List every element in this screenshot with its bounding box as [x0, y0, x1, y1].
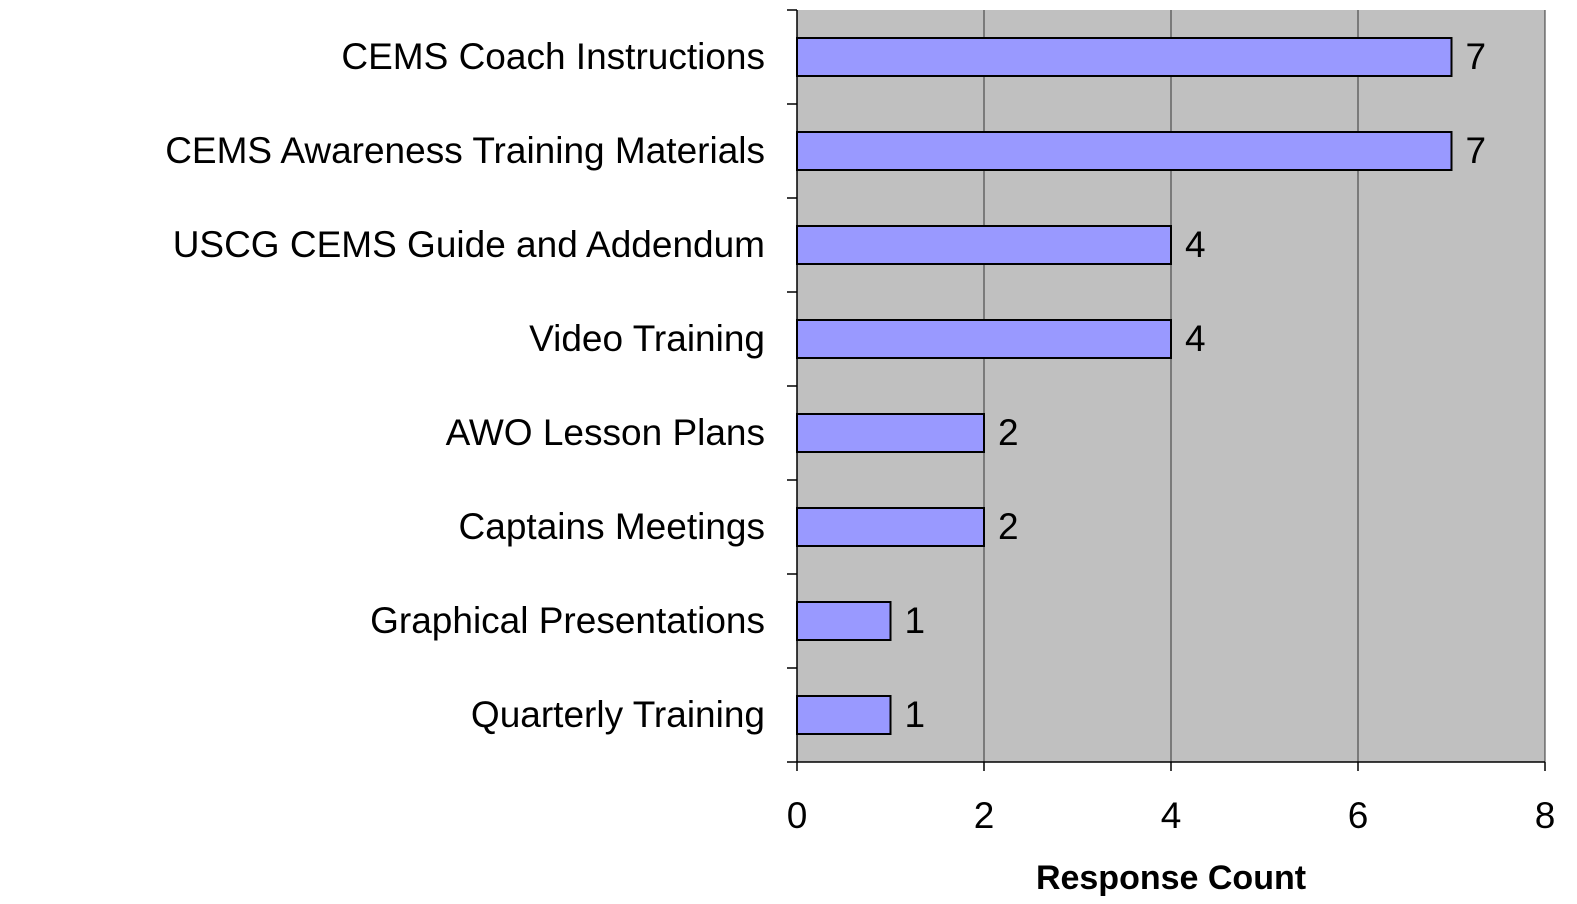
bar	[796, 507, 985, 547]
data-label: 4	[1185, 224, 1206, 265]
data-label: 1	[905, 600, 926, 641]
data-label: 4	[1185, 318, 1206, 359]
x-tick-label: 0	[787, 795, 808, 836]
y-tick-label: AWO Lesson Plans	[446, 412, 765, 453]
x-tick-label: 4	[1161, 795, 1182, 836]
y-tick-label: Quarterly Training	[471, 694, 765, 735]
x-axis-label: Response Count	[1036, 859, 1306, 897]
x-tick-label: 8	[1535, 795, 1556, 836]
y-tick-label: USCG CEMS Guide and Addendum	[173, 224, 765, 265]
y-tick-label: Graphical Presentations	[370, 600, 765, 641]
y-tick-label: CEMS Awareness Training Materials	[165, 130, 765, 171]
bar	[796, 37, 1453, 77]
data-label: 7	[1466, 130, 1487, 171]
data-label: 2	[998, 412, 1019, 453]
data-label: 7	[1466, 36, 1487, 77]
bar	[796, 695, 892, 735]
data-label: 2	[998, 506, 1019, 547]
y-tick-label: Captains Meetings	[459, 506, 765, 547]
y-tick-label: CEMS Coach Instructions	[341, 36, 765, 77]
bar	[796, 319, 1172, 359]
x-tick-label: 6	[1348, 795, 1369, 836]
bar	[796, 225, 1172, 265]
x-tick-label: 2	[974, 795, 995, 836]
y-tick-label: Video Training	[529, 318, 765, 359]
bar	[796, 601, 892, 641]
bar	[796, 413, 985, 453]
data-label: 1	[905, 694, 926, 735]
bar	[796, 131, 1453, 171]
